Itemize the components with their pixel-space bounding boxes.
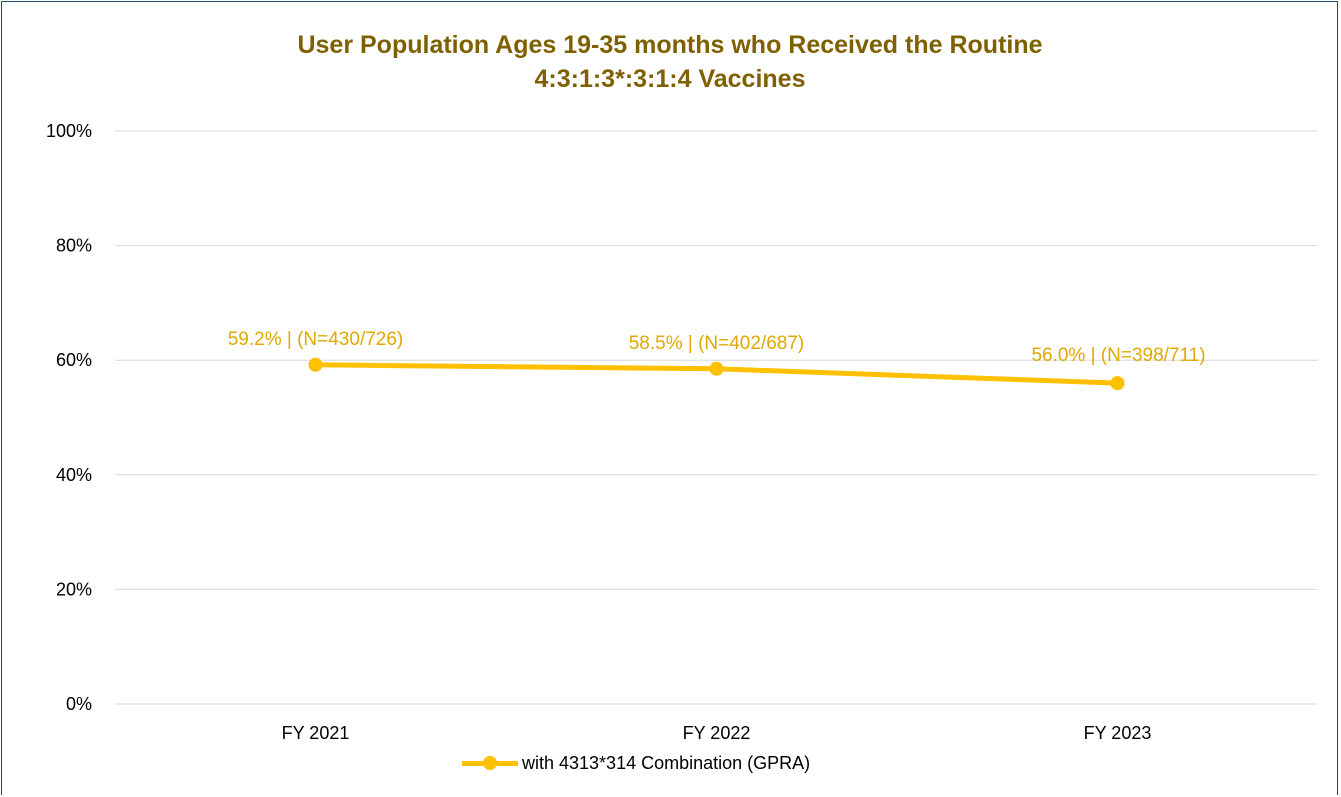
y-tick-label: 60% [56,350,92,370]
data-label: 58.5% | (N=402/687) [629,333,805,354]
x-tick-label: FY 2021 [282,723,350,743]
data-point [1110,376,1125,391]
y-tick-label: 0% [66,694,92,714]
chart-title-line-1: User Population Ages 19-35 months who Re… [297,31,1043,59]
y-tick-label: 80% [56,236,92,256]
legend-series-label: with 4313*314 Combination (GPRA) [522,752,811,773]
data-point [308,357,323,372]
data-label: 56.0% | (N=398/711) [1031,345,1205,366]
chart-title-line-2: 4:3:1:3*:3:1:4 Vaccines [534,65,806,93]
legend: with 4313*314 Combination (GPRA) [460,752,810,774]
y-tick-label: 40% [56,465,92,485]
x-tick-label: FY 2022 [683,723,751,743]
x-tick-label: FY 2023 [1084,723,1152,743]
chart-title: User Population Ages 19-35 months who Re… [120,28,1220,96]
legend-series-swatch [460,752,520,774]
y-tick-label: 20% [56,579,92,599]
y-tick-label: 100% [46,121,92,141]
data-label: 59.2% | (N=430/726) [228,329,404,350]
data-point [709,361,724,376]
